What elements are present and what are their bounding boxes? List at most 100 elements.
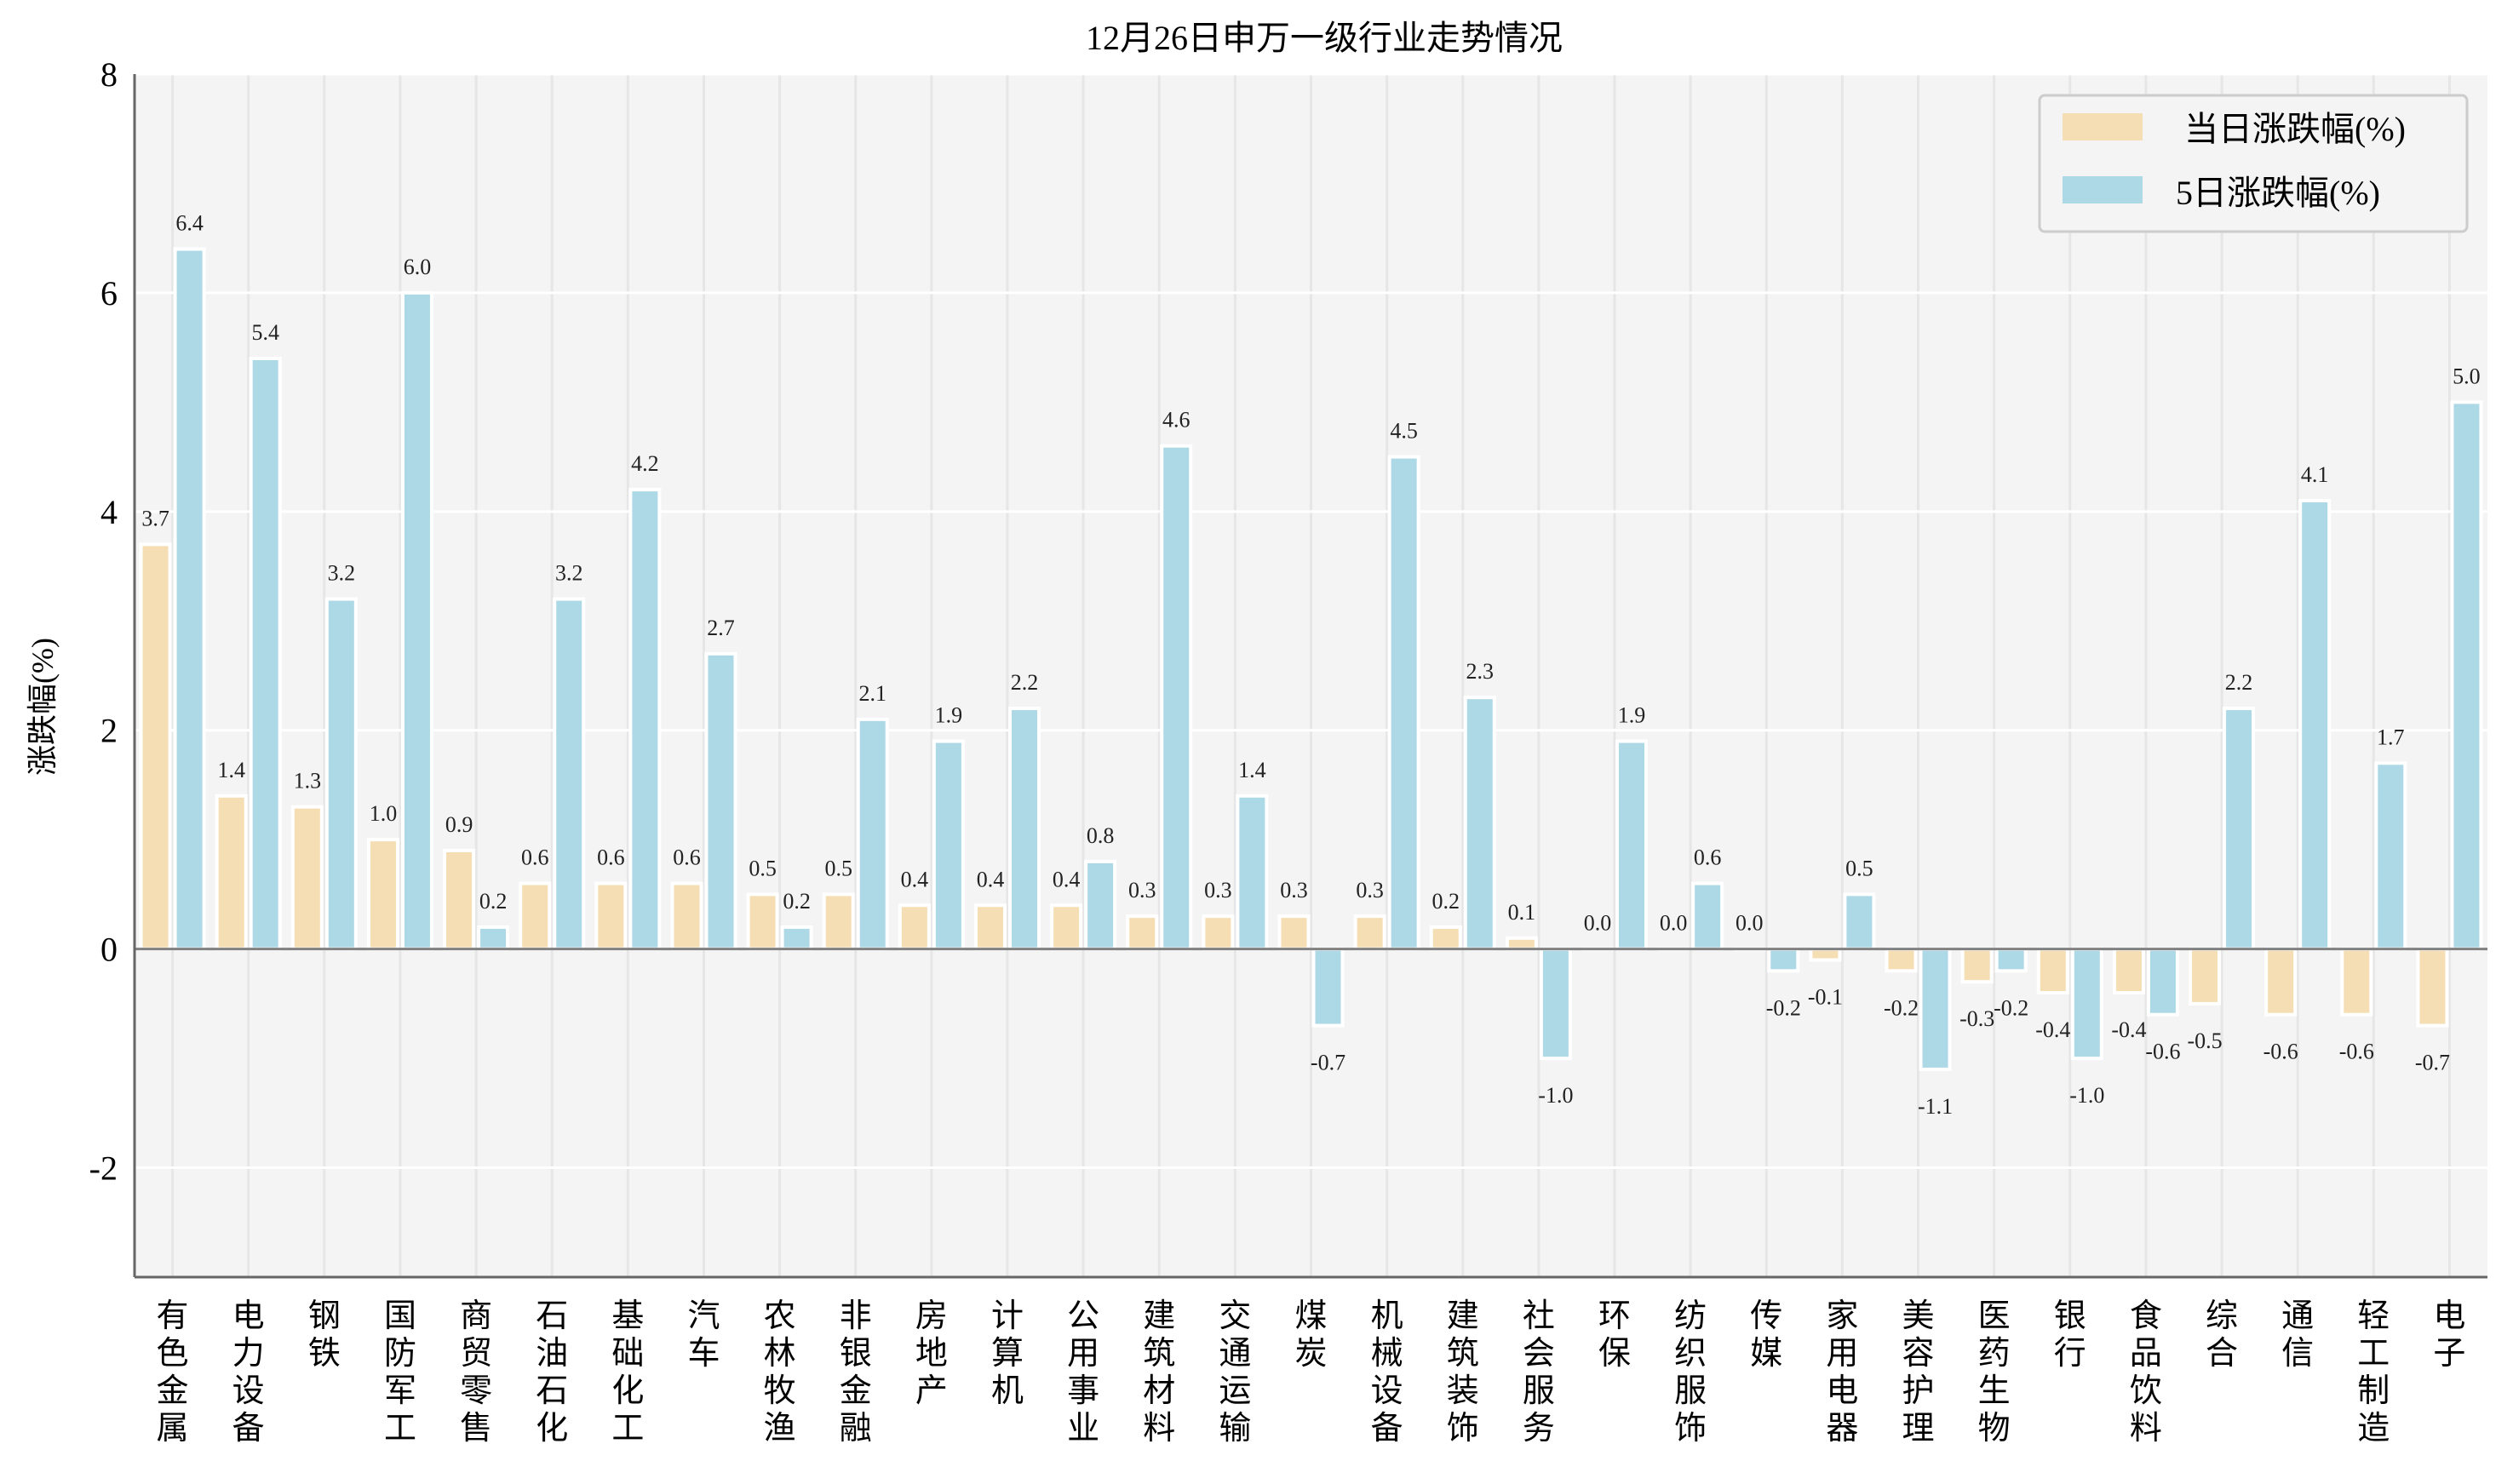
x-tick-label-char: 煤 xyxy=(1294,1298,1327,1334)
x-tick-label-char: 备 xyxy=(232,1411,265,1447)
data-label: 3.7 xyxy=(141,506,169,530)
data-label: 0.2 xyxy=(1432,889,1460,914)
data-label: 0.5 xyxy=(824,856,852,880)
bar-5day-建筑装饰 xyxy=(1463,696,1496,951)
bar-day-综合 xyxy=(2189,947,2222,1006)
x-tick-label-char: 护 xyxy=(1902,1373,1935,1409)
x-tick-label-char: 运 xyxy=(1219,1373,1251,1409)
data-label: 0.0 xyxy=(1584,911,1612,936)
x-tick-label-char: 机 xyxy=(1371,1298,1403,1334)
data-label: -0.6 xyxy=(2263,1040,2298,1064)
bar-day-社会服务 xyxy=(1505,936,1538,951)
x-tick-label-char: 建 xyxy=(1143,1298,1175,1334)
x-tick-label-char: 设 xyxy=(232,1373,265,1409)
data-label: 2.2 xyxy=(2225,670,2253,695)
x-tick-label-char: 服 xyxy=(1674,1373,1707,1409)
x-tick-label-char: 食 xyxy=(2130,1298,2162,1334)
x-tick-label-char: 服 xyxy=(1523,1373,1555,1409)
bar-day-医药生物 xyxy=(1960,947,1994,984)
x-tick-label-char: 织 xyxy=(1674,1336,1707,1372)
bar-day-通信 xyxy=(2264,947,2298,1017)
x-tick-label-char: 装 xyxy=(1447,1373,1479,1409)
bar-5day-医药生物 xyxy=(1994,947,2028,973)
x-tick-label-char: 行 xyxy=(2054,1336,2086,1372)
bar-5day-汽车 xyxy=(704,651,737,951)
data-label: 6.0 xyxy=(404,255,432,279)
x-tick-label-char: 电 xyxy=(1826,1373,1858,1409)
x-tick-label-char: 工 xyxy=(384,1411,416,1447)
x-tick-label-char: 信 xyxy=(2281,1336,2314,1372)
data-label: 5.0 xyxy=(2453,364,2481,388)
data-label: 3.2 xyxy=(555,561,583,586)
bar-5day-电力设备 xyxy=(249,356,282,951)
x-tick-label-char: 筑 xyxy=(1447,1336,1479,1372)
data-label: -0.2 xyxy=(1994,995,2028,1020)
bar-day-商贸零售 xyxy=(443,849,476,951)
data-label: 0.4 xyxy=(901,867,929,891)
data-label: 0.5 xyxy=(1845,856,1873,880)
legend-swatch-5day xyxy=(2063,176,2143,203)
data-label: 0.6 xyxy=(673,845,701,870)
data-label: 1.7 xyxy=(2377,725,2405,749)
bar-day-电子 xyxy=(2416,947,2449,1028)
bar-day-房地产 xyxy=(898,903,931,951)
data-label: 0.2 xyxy=(479,889,508,914)
bar-5day-社会服务 xyxy=(1539,947,1572,1061)
data-label: 0.1 xyxy=(1508,900,1536,925)
bar-5day-传媒 xyxy=(1767,947,1800,973)
x-tick-label-char: 钢 xyxy=(308,1298,341,1334)
x-tick-label-char: 非 xyxy=(840,1298,872,1334)
data-label: -0.4 xyxy=(2111,1017,2146,1042)
bar-5day-农林牧渔 xyxy=(780,925,813,951)
data-label: 0.6 xyxy=(597,845,625,870)
data-label: 1.4 xyxy=(1238,758,1266,782)
x-tick-label-char: 料 xyxy=(2130,1411,2162,1447)
x-tick-label-char: 石 xyxy=(536,1373,568,1409)
data-label: 4.1 xyxy=(2301,462,2329,487)
bar-5day-综合 xyxy=(2223,707,2256,951)
x-tick-label-char: 料 xyxy=(1143,1411,1175,1447)
legend-label-day: 当日涨跌幅(%) xyxy=(2184,110,2406,148)
x-tick-label-char: 建 xyxy=(1447,1298,1479,1334)
x-tick-label-char: 防 xyxy=(384,1336,416,1372)
x-tick-label-char: 理 xyxy=(1902,1411,1935,1447)
y-tick-label: 2 xyxy=(100,712,118,750)
x-tick-label-char: 合 xyxy=(2206,1336,2238,1372)
x-tick-label-char: 化 xyxy=(536,1411,568,1447)
x-tick-label-char: 轻 xyxy=(2357,1298,2390,1334)
x-tick-label-char: 媒 xyxy=(1750,1336,1782,1372)
bar-5day-钢铁 xyxy=(324,597,358,951)
bar-5day-美容护理 xyxy=(1919,947,1952,1071)
x-tick-label-char: 物 xyxy=(1978,1411,2011,1447)
x-tick-label-char: 纺 xyxy=(1674,1298,1707,1334)
x-tick-label-char: 售 xyxy=(460,1411,492,1447)
data-label: 4.6 xyxy=(1162,408,1191,433)
data-label: -0.5 xyxy=(2187,1028,2222,1053)
bar-day-基础化工 xyxy=(594,881,628,951)
x-tick-label-char: 算 xyxy=(991,1336,1024,1372)
x-tick-label-char: 农 xyxy=(764,1298,796,1334)
x-tick-label-char: 产 xyxy=(915,1373,948,1409)
x-tick-label-char: 造 xyxy=(2357,1411,2390,1447)
x-tick-label-char: 军 xyxy=(384,1373,416,1409)
bar-5day-食品饮料 xyxy=(2146,947,2179,1017)
data-label: 2.2 xyxy=(1011,670,1039,695)
data-label: 5.4 xyxy=(251,320,279,345)
data-label: 0.4 xyxy=(977,867,1005,891)
x-tick-label-char: 车 xyxy=(687,1336,720,1372)
data-label: -1.0 xyxy=(1538,1083,1573,1108)
bar-day-交通运输 xyxy=(1202,914,1235,951)
x-tick-label-char: 社 xyxy=(1523,1298,1555,1334)
x-tick-label-char: 药 xyxy=(1978,1336,2011,1372)
bar-day-煤炭 xyxy=(1277,914,1311,951)
data-label: -0.7 xyxy=(2415,1051,2450,1075)
x-tick-label-char: 品 xyxy=(2130,1336,2162,1372)
bar-5day-石油石化 xyxy=(553,597,586,951)
x-tick-label-char: 渔 xyxy=(764,1411,796,1447)
bar-5day-商贸零售 xyxy=(477,925,510,951)
x-tick-label-char: 商 xyxy=(460,1298,492,1334)
x-tick-label-char: 生 xyxy=(1978,1373,2011,1409)
x-tick-label-char: 电 xyxy=(2433,1298,2465,1334)
x-tick-label-char: 通 xyxy=(1219,1336,1251,1372)
x-tick-label-char: 备 xyxy=(1371,1411,1403,1447)
